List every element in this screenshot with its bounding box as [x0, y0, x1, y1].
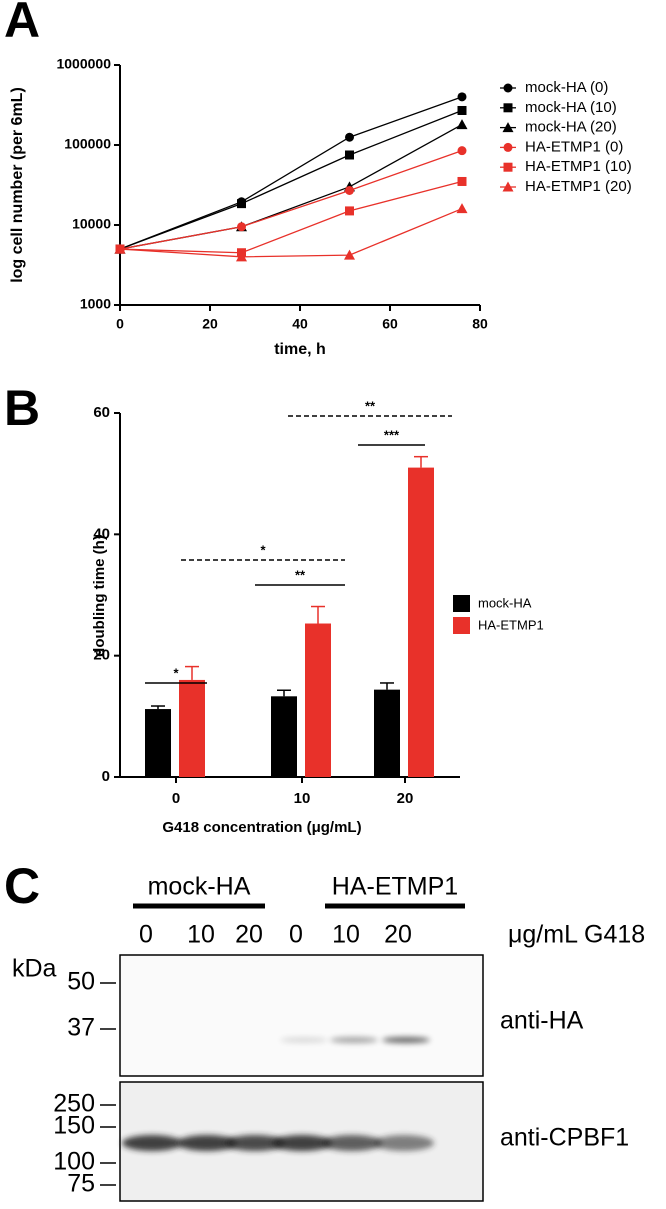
lane-label: 0 — [289, 921, 303, 949]
bar — [374, 689, 400, 777]
y-axis-label: log cell number (per 6mL) — [9, 87, 26, 283]
x-tick-label: 20 — [397, 790, 414, 807]
band — [280, 1037, 328, 1043]
significance-label: * — [173, 665, 179, 680]
marker — [237, 199, 246, 209]
significance-label: ** — [295, 567, 306, 582]
legend-label: HA-ETMP1 — [478, 617, 544, 632]
marker — [345, 150, 354, 160]
y-tick-label: 1000 — [80, 296, 111, 312]
y-tick-label: 10000 — [72, 216, 111, 232]
legend-label: mock-HA (20) — [525, 119, 617, 136]
panel-label: A — [4, 0, 40, 48]
bar — [305, 623, 331, 777]
legend-swatch — [453, 595, 470, 612]
band — [382, 1037, 430, 1043]
lane-label: 10 — [332, 921, 360, 949]
group-label: mock-HA — [148, 873, 251, 901]
marker — [503, 142, 513, 152]
group-label: HA-ETMP1 — [332, 873, 458, 901]
marker — [345, 185, 354, 195]
y-axis-label: doubling time (h) — [91, 535, 108, 657]
panel-label: B — [4, 380, 40, 436]
legend-label: HA-ETMP1 (20) — [525, 178, 632, 195]
marker — [237, 222, 246, 232]
marker — [456, 119, 468, 130]
x-axis-label: G418 concentration (μg/mL) — [162, 819, 361, 836]
kda-label: kDa — [12, 955, 57, 983]
marker-label: 150 — [53, 1112, 95, 1140]
bar — [408, 467, 434, 777]
marker — [457, 146, 467, 156]
lane-label: 10 — [187, 921, 215, 949]
legend-label: HA-ETMP1 (0) — [525, 138, 623, 155]
blot-panel — [119, 954, 484, 1077]
marker — [503, 162, 513, 172]
y-tick-label: 0 — [102, 768, 110, 785]
marker — [114, 243, 126, 254]
lane-label: 20 — [384, 921, 412, 949]
antibody-label: anti-CPBF1 — [500, 1124, 629, 1152]
x-tick-label: 40 — [292, 316, 308, 332]
band — [322, 1135, 382, 1151]
y-tick-label: 20 — [93, 647, 110, 664]
legend-label: mock-HA (10) — [525, 99, 617, 116]
x-tick-label: 10 — [294, 790, 311, 807]
x-tick-label: 80 — [472, 316, 488, 332]
band — [330, 1037, 378, 1043]
bar — [145, 709, 171, 777]
band — [272, 1135, 332, 1151]
band — [225, 1135, 285, 1151]
marker — [502, 122, 514, 133]
y-tick-label: 40 — [93, 525, 110, 542]
significance-label: * — [260, 542, 266, 557]
y-tick-label: 100000 — [64, 136, 111, 152]
significance-label: ** — [365, 398, 376, 413]
marker — [457, 176, 467, 186]
marker — [456, 203, 468, 214]
marker — [344, 249, 355, 260]
bar — [179, 679, 205, 777]
x-tick-label: 0 — [172, 790, 180, 807]
series-line — [119, 109, 463, 250]
marker-label: 250 — [53, 1090, 95, 1118]
series-line — [119, 208, 463, 258]
y-tick-label: 1000000 — [56, 56, 111, 72]
legend-label: HA-ETMP1 (10) — [525, 158, 632, 175]
marker — [503, 83, 513, 93]
x-tick-label: 0 — [116, 316, 124, 332]
series-line — [119, 180, 463, 254]
legend-label: mock-HA (0) — [525, 79, 608, 96]
x-tick-label: 60 — [382, 316, 398, 332]
lane-unit: μg/mL G418 — [508, 921, 645, 949]
x-axis-label: time, h — [274, 341, 326, 358]
legend-label: mock-HA — [478, 595, 532, 610]
band — [374, 1135, 434, 1151]
lane-label: 20 — [235, 921, 263, 949]
marker — [502, 181, 514, 192]
x-tick-label: 20 — [202, 316, 218, 332]
band — [122, 1135, 182, 1151]
marker — [503, 103, 513, 113]
series-line — [119, 96, 463, 250]
marker — [345, 132, 354, 142]
marker-label: 100 — [53, 1148, 95, 1176]
marker — [236, 251, 247, 262]
marker-label: 75 — [67, 1170, 95, 1198]
band — [177, 1135, 237, 1151]
bar — [271, 696, 297, 777]
y-tick-label: 60 — [93, 404, 110, 421]
lane-label: 0 — [139, 921, 153, 949]
antibody-label: anti-HA — [500, 1007, 584, 1035]
marker — [457, 92, 467, 102]
marker — [345, 206, 354, 216]
panel-label: C — [4, 858, 40, 914]
legend-swatch — [453, 617, 470, 634]
significance-label: *** — [384, 427, 400, 442]
marker — [457, 105, 467, 115]
marker-label: 50 — [67, 968, 95, 996]
series-line — [119, 150, 463, 250]
marker-label: 37 — [67, 1014, 95, 1042]
